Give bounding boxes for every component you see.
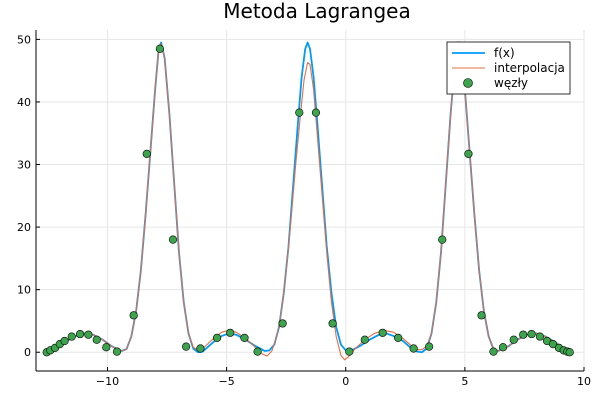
legend-swatch (463, 78, 473, 88)
x-tick-label: 10 (577, 375, 591, 388)
node-point-11 (129, 311, 138, 320)
node-point-19 (240, 333, 249, 342)
node-point-5 (67, 332, 76, 341)
y-tick-label: 20 (17, 221, 31, 234)
node-point-15 (182, 342, 191, 351)
node-point-26 (360, 335, 369, 344)
node-point-21 (278, 319, 287, 328)
x-tick-label: −5 (218, 375, 234, 388)
node-point-40 (535, 332, 545, 341)
node-point-35 (489, 347, 498, 356)
node-point-37 (509, 335, 518, 344)
chart-title: Metoda Lagrangea (223, 0, 410, 23)
node-point-31 (438, 235, 447, 244)
node-point-23 (311, 108, 321, 117)
node-point-42 (548, 339, 558, 349)
node-point-46 (565, 348, 574, 357)
node-point-28 (394, 333, 403, 342)
y-tick-label: 30 (17, 159, 31, 172)
node-point-33 (464, 149, 473, 158)
legend-label: f(x) (494, 46, 515, 60)
y-tick-label: 50 (17, 33, 31, 46)
axes: −10 −5 0 5 10 0 10 20 30 40 50 (17, 30, 591, 388)
node-point-36 (498, 343, 508, 352)
y-tick-label: 10 (17, 284, 31, 297)
x-tick-label: 0 (342, 375, 349, 388)
node-point-10 (112, 347, 122, 356)
node-point-7 (84, 330, 93, 339)
node-point-4 (60, 336, 69, 346)
node-point-30 (425, 342, 434, 351)
node-point-6 (75, 329, 85, 339)
x-tick-label: −10 (96, 375, 119, 388)
node-point-29 (409, 344, 418, 353)
legend-label: węzły (494, 76, 528, 90)
node-point-38 (519, 330, 528, 339)
y-tick-label: 40 (17, 96, 31, 109)
node-point-16 (196, 344, 205, 353)
node-point-14 (168, 235, 178, 244)
node-point-27 (378, 328, 387, 337)
node-point-20 (253, 347, 262, 356)
node-point-24 (328, 319, 337, 328)
node-point-18 (226, 328, 235, 337)
x-tick-label: 5 (461, 375, 468, 388)
y-tick-label: 0 (24, 346, 31, 359)
node-point-13 (155, 44, 164, 53)
node-point-25 (345, 347, 354, 356)
node-point-17 (212, 333, 222, 342)
node-point-8 (92, 335, 101, 344)
node-point-12 (142, 149, 151, 158)
node-point-22 (295, 108, 304, 117)
node-point-39 (527, 329, 536, 339)
node-point-34 (477, 311, 486, 320)
plot-area (42, 41, 574, 361)
node-point-9 (102, 343, 111, 352)
legend-label: interpolacja (494, 61, 565, 75)
grid (36, 30, 585, 371)
